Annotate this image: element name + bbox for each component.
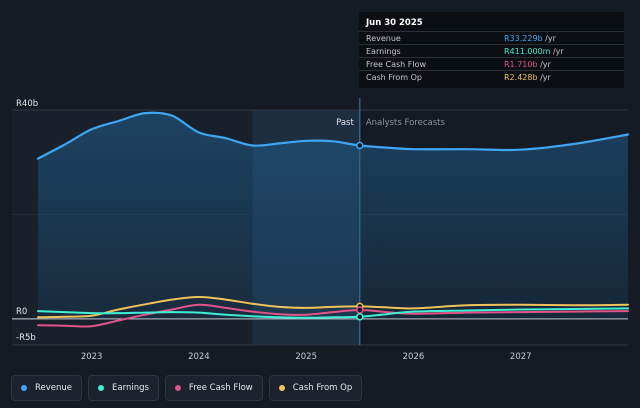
- free-cash-flow-line: [37, 303, 629, 328]
- legend-item-revenue[interactable]: Revenue: [11, 375, 83, 401]
- legend-dot-icon: [21, 385, 27, 391]
- revenue-area: [38, 112, 628, 319]
- financial-chart: R40b R0 -R5b 2023 2024 2025 2026 2027 Past Analys…: [12, 98, 630, 362]
- tooltip-label: Earnings: [366, 47, 401, 56]
- forecast-label: Analysts Forecasts: [366, 118, 446, 128]
- revenue-marker: [356, 141, 364, 150]
- earnings-line: [37, 307, 629, 319]
- tooltip-row-earnings: Earnings R411.000m /yr: [359, 44, 624, 58]
- legend-dot-icon: [278, 385, 285, 391]
- chart-legend: Revenue Earnings Free Cash Flow Cash Fro…: [11, 375, 363, 401]
- y-tick-label: -R5b: [16, 333, 36, 343]
- x-tick-label: 2025: [295, 352, 317, 362]
- legend-item-earnings[interactable]: Earnings: [88, 375, 159, 401]
- tooltip-row-free-cash-flow: Free Cash Flow R1.710b /yr: [359, 57, 624, 71]
- tooltip-value: R1.710b /yr: [504, 60, 551, 69]
- free-cash-flow-marker: [356, 306, 364, 314]
- y-tick-label: R0: [16, 307, 27, 317]
- legend-dot-icon: [98, 385, 105, 391]
- x-tick-label: 2026: [403, 352, 425, 362]
- tooltip-date: Jun 30 2025: [366, 18, 423, 28]
- legend-label: Revenue: [35, 383, 73, 393]
- legend-item-free-cash-flow[interactable]: Free Cash Flow: [164, 375, 263, 401]
- earnings-marker: [356, 313, 364, 321]
- legend-item-cash-from-op[interactable]: Cash From Op: [268, 375, 363, 401]
- x-tick-label: 2024: [188, 352, 210, 362]
- legend-label: Cash From Op: [292, 383, 353, 393]
- legend-label: Earnings: [112, 383, 149, 393]
- past-label: Past: [336, 118, 354, 128]
- tooltip-row-cash-from-op: Cash From Op R2.428b /yr: [359, 70, 624, 84]
- y-tick-label: R40b: [16, 99, 38, 109]
- tooltip-label: Free Cash Flow: [366, 60, 427, 69]
- x-tick-label: 2027: [510, 352, 532, 362]
- tooltip-value: R33.229b /yr: [504, 34, 556, 43]
- revenue-line: [36, 111, 630, 160]
- x-tick-label: 2023: [81, 352, 103, 362]
- tooltip-label: Revenue: [366, 34, 401, 43]
- cash-from-op-line: [37, 296, 629, 319]
- tooltip-value: R411.000m /yr: [504, 47, 564, 56]
- tooltip-value: R2.428b /yr: [504, 73, 551, 82]
- tooltip-panel: Jun 30 2025 Revenue R33.229b /yr Earning…: [359, 12, 624, 88]
- tooltip-label: Cash From Op: [366, 73, 423, 82]
- legend-dot-icon: [174, 385, 181, 391]
- tooltip-row-revenue: Revenue R33.229b /yr: [359, 31, 624, 45]
- legend-label: Free Cash Flow: [188, 383, 253, 393]
